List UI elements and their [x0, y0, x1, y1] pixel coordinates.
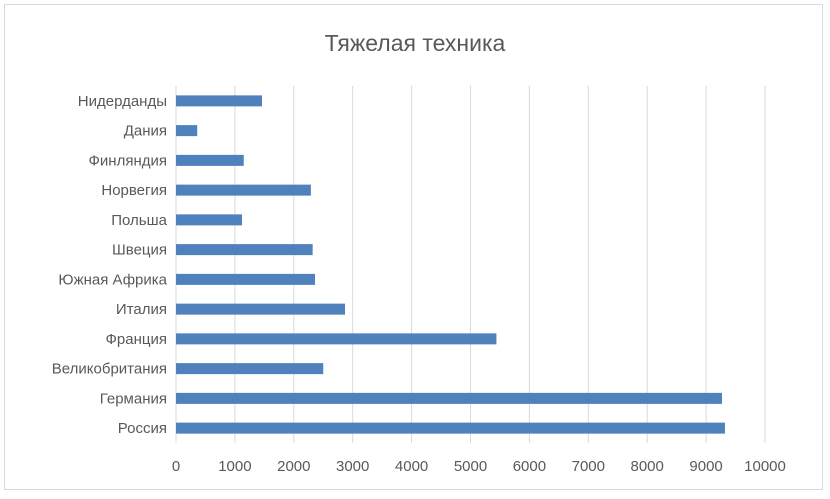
chart-frame — [4, 4, 823, 490]
bar — [176, 422, 725, 434]
category-labels: Россия Германия Великобритания Франция Итали… — [52, 93, 168, 437]
bar — [176, 363, 324, 375]
x-tick-label: 8000 — [631, 458, 664, 475]
x-tick-label: 5000 — [454, 458, 487, 475]
x-tick-label: 2000 — [277, 458, 310, 475]
x-tick-label: 3000 — [336, 458, 369, 475]
x-tick-label: 6000 — [513, 458, 546, 475]
category-label: Италия — [116, 301, 167, 318]
bar — [176, 154, 244, 166]
category-label: Южная Африка — [58, 271, 167, 288]
bar — [176, 273, 316, 285]
category-label: Великобритания — [52, 361, 167, 378]
bar — [176, 184, 311, 196]
x-tick-label: 9000 — [689, 458, 722, 475]
category-label: Германия — [100, 390, 167, 407]
category-label: Швеция — [112, 242, 167, 259]
x-tick-label: 1000 — [218, 458, 251, 475]
category-label: Дания — [124, 123, 167, 140]
category-label: Финляндия — [89, 152, 167, 169]
category-label: Франция — [106, 331, 167, 348]
category-label: Норвегия — [101, 182, 167, 199]
x-tick-label: 7000 — [572, 458, 605, 475]
bar — [176, 95, 262, 107]
x-tick-label: 0 — [172, 458, 180, 475]
bar — [176, 244, 313, 256]
x-tick-labels: 0 1000 2000 3000 4000 5000 6000 7000 8000 9000 100… — [172, 458, 786, 475]
bar — [176, 125, 198, 137]
category-label: Нидерданды — [78, 93, 167, 110]
x-tick-label: 4000 — [395, 458, 428, 475]
bar — [176, 333, 497, 345]
bar — [176, 214, 242, 226]
gridlines — [175, 86, 766, 443]
category-label: Россия — [118, 420, 167, 437]
bars — [176, 95, 725, 434]
category-label: Польша — [111, 212, 167, 229]
bar — [176, 392, 723, 404]
x-tick-label: 10000 — [744, 458, 786, 475]
chart-title: Тяжелая техника — [324, 30, 506, 56]
bar — [176, 303, 346, 315]
